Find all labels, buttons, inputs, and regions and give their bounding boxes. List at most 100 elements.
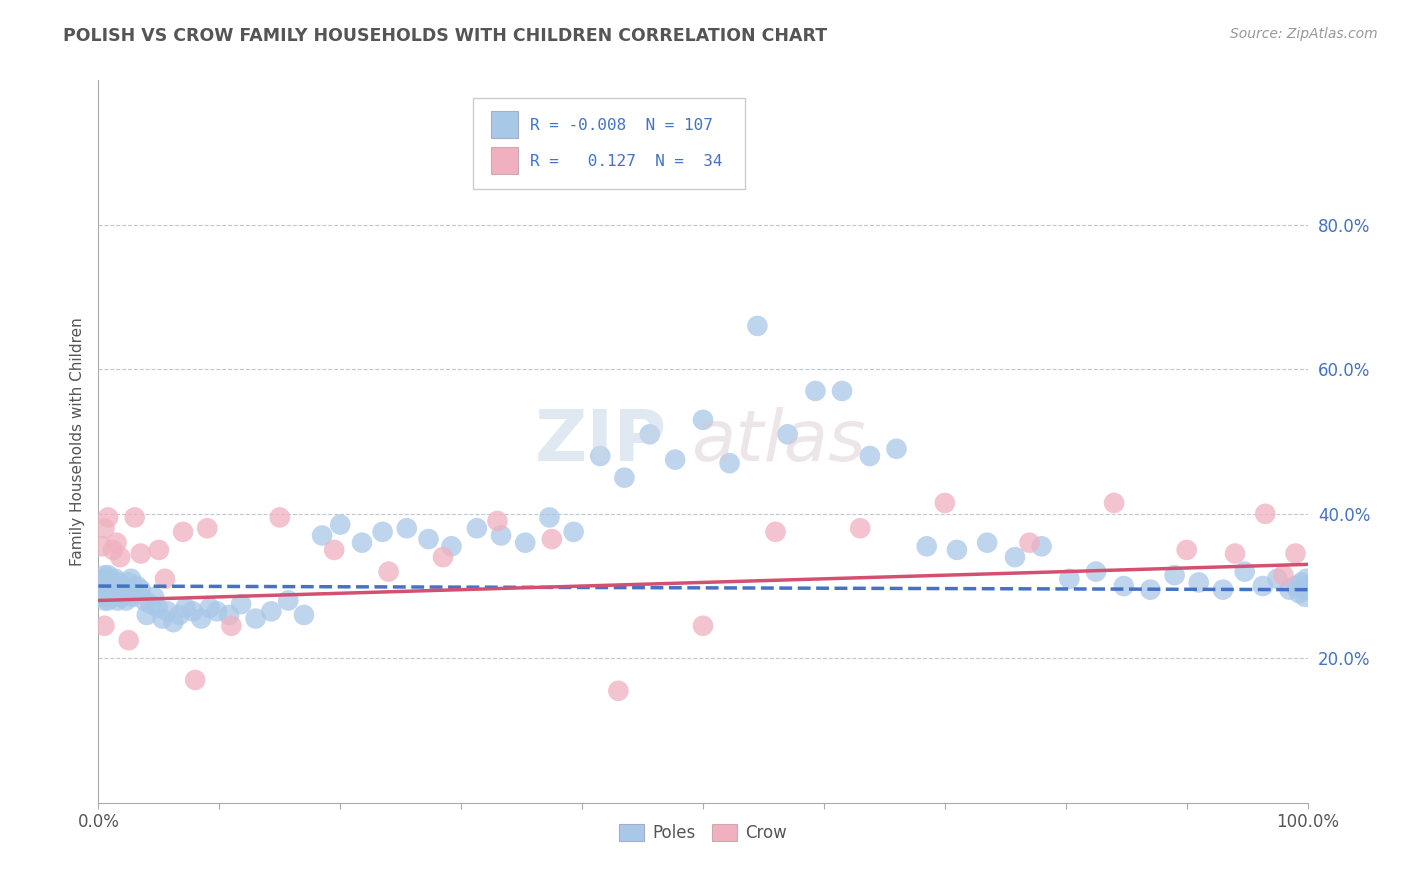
Point [152,611,174,625]
Point [1163,568,1185,582]
Point [804,384,827,398]
Point [465,521,488,535]
Point [1004,550,1026,565]
Point [172,524,194,539]
Point [100,590,122,604]
Point [218,607,240,622]
Point [198,600,221,615]
Point [540,532,562,546]
Point [143,590,166,604]
FancyBboxPatch shape [492,147,517,174]
Point [156,604,179,618]
Point [1272,568,1295,582]
Point [849,521,872,535]
Point [831,384,853,398]
Point [607,683,630,698]
Point [93,521,115,535]
Point [432,550,454,565]
FancyBboxPatch shape [492,111,517,138]
Point [1223,547,1246,561]
Point [100,582,122,597]
Point [886,442,908,456]
Point [292,607,315,622]
Point [859,449,882,463]
Point [93,568,115,582]
Point [1267,572,1289,586]
Point [94,572,117,586]
Point [94,579,117,593]
Point [181,604,204,618]
Point [976,535,998,549]
Point [115,593,138,607]
Point [1175,542,1198,557]
Point [98,579,121,593]
Point [93,582,115,597]
Point [97,579,120,593]
Point [98,586,121,600]
Point [765,524,787,539]
Point [1212,582,1234,597]
Point [221,619,243,633]
Point [1085,565,1108,579]
Point [1295,572,1317,586]
Point [124,510,146,524]
Y-axis label: Family Households with Children: Family Households with Children [69,318,84,566]
Point [129,582,152,597]
Point [718,456,741,470]
Point [105,582,128,597]
Text: POLISH VS CROW FAMILY HOUSEHOLDS WITH CHILDREN CORRELATION CHART: POLISH VS CROW FAMILY HOUSEHOLDS WITH CH… [63,27,827,45]
Point [100,586,122,600]
Point [269,510,291,524]
Point [915,539,938,553]
Point [114,582,136,597]
Point [638,427,661,442]
Point [108,575,131,590]
Point [93,619,115,633]
Point [91,582,114,597]
Point [323,542,346,557]
Point [162,615,184,630]
Point [108,550,131,565]
Text: atlas: atlas [690,407,866,476]
Point [1139,582,1161,597]
Point [1295,579,1317,593]
Point [105,535,128,549]
Point [129,547,152,561]
Point [101,542,124,557]
Point [190,611,212,625]
Point [91,572,114,586]
Point [1288,586,1310,600]
Point [184,673,207,687]
Point [97,568,120,582]
Point [515,535,537,549]
Point [146,600,169,615]
Point [489,528,512,542]
Point [1284,579,1306,593]
Point [100,575,122,590]
Point [1188,575,1211,590]
Legend: Poles, Crow: Poles, Crow [612,817,794,848]
Point [127,579,149,593]
Point [1102,496,1125,510]
Point [395,521,418,535]
Point [1284,547,1306,561]
Point [1294,590,1316,604]
Point [311,528,333,542]
Point [134,593,156,607]
Point [562,524,585,539]
Point [946,542,969,557]
Point [538,510,561,524]
Point [118,633,141,648]
Point [1254,507,1277,521]
Point [148,542,170,557]
Point [613,470,636,484]
Text: Source: ZipAtlas.com: Source: ZipAtlas.com [1230,27,1378,41]
Point [1233,565,1256,579]
Point [486,514,509,528]
Point [118,575,141,590]
Point [120,572,142,586]
Point [96,582,118,597]
Point [1292,582,1315,597]
Point [1059,572,1081,586]
Point [111,579,134,593]
